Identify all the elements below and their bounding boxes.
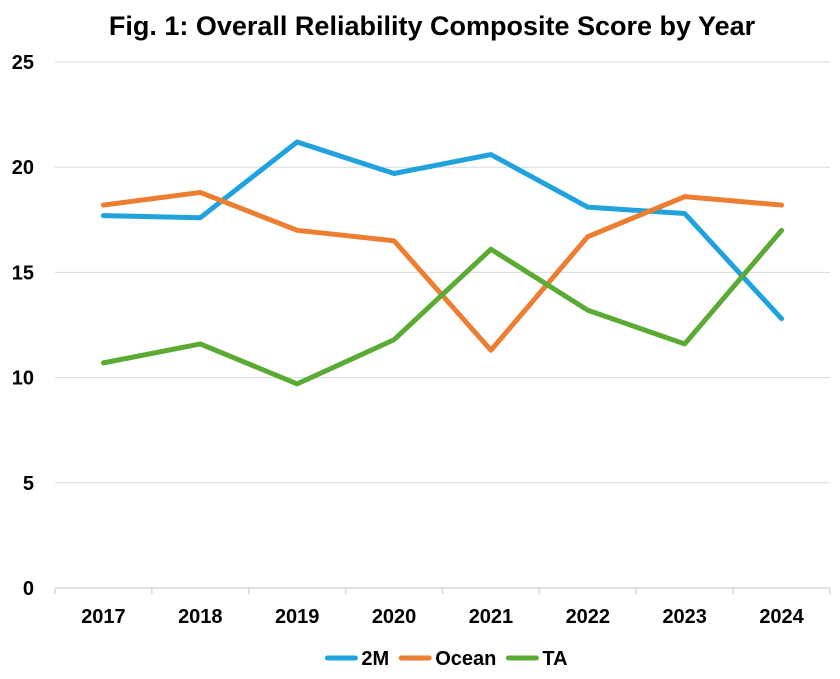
y-tick-label: 10 [12, 368, 34, 390]
legend-item-ta: TA [505, 648, 568, 670]
x-axis-tick-labels: 2017 2018 2019 2020 2021 2022 2023 2024 [81, 606, 804, 628]
legend-label-2m: 2M [361, 648, 389, 670]
y-tick-label: 20 [12, 157, 34, 179]
series-line-ta [100, 227, 785, 387]
gridlines [55, 61, 830, 484]
x-tick-label-2023: 2023 [662, 606, 707, 628]
y-tick-label: 15 [12, 262, 34, 284]
legend-label-ta: TA [542, 648, 567, 670]
chart-title: Fig. 1: Overall Reliability Composite Sc… [109, 11, 756, 41]
y-tick-label: 5 [23, 473, 34, 495]
series-line-2m [100, 139, 785, 322]
y-tick-label: 25 [12, 52, 34, 74]
x-tick-label-2020: 2020 [372, 606, 417, 628]
x-tick-label-2022: 2022 [566, 606, 611, 628]
x-tick-label-2019: 2019 [275, 606, 320, 628]
x-tick-label-2024: 2024 [759, 606, 804, 628]
y-tick-label: 0 [23, 578, 34, 600]
legend-item-2m: 2M [324, 648, 389, 670]
x-tick-label-2021: 2021 [469, 606, 514, 628]
y-axis-tick-labels: 0 5 10 15 20 25 [12, 52, 34, 600]
legend-item-ocean: Ocean [398, 648, 496, 670]
x-tick-label-2018: 2018 [178, 606, 223, 628]
legend-label-ocean: Ocean [435, 648, 496, 670]
x-axis [54, 587, 831, 594]
series-lines [100, 139, 785, 387]
legend: 2M Ocean TA [324, 648, 568, 670]
x-tick-label-2017: 2017 [81, 606, 126, 628]
